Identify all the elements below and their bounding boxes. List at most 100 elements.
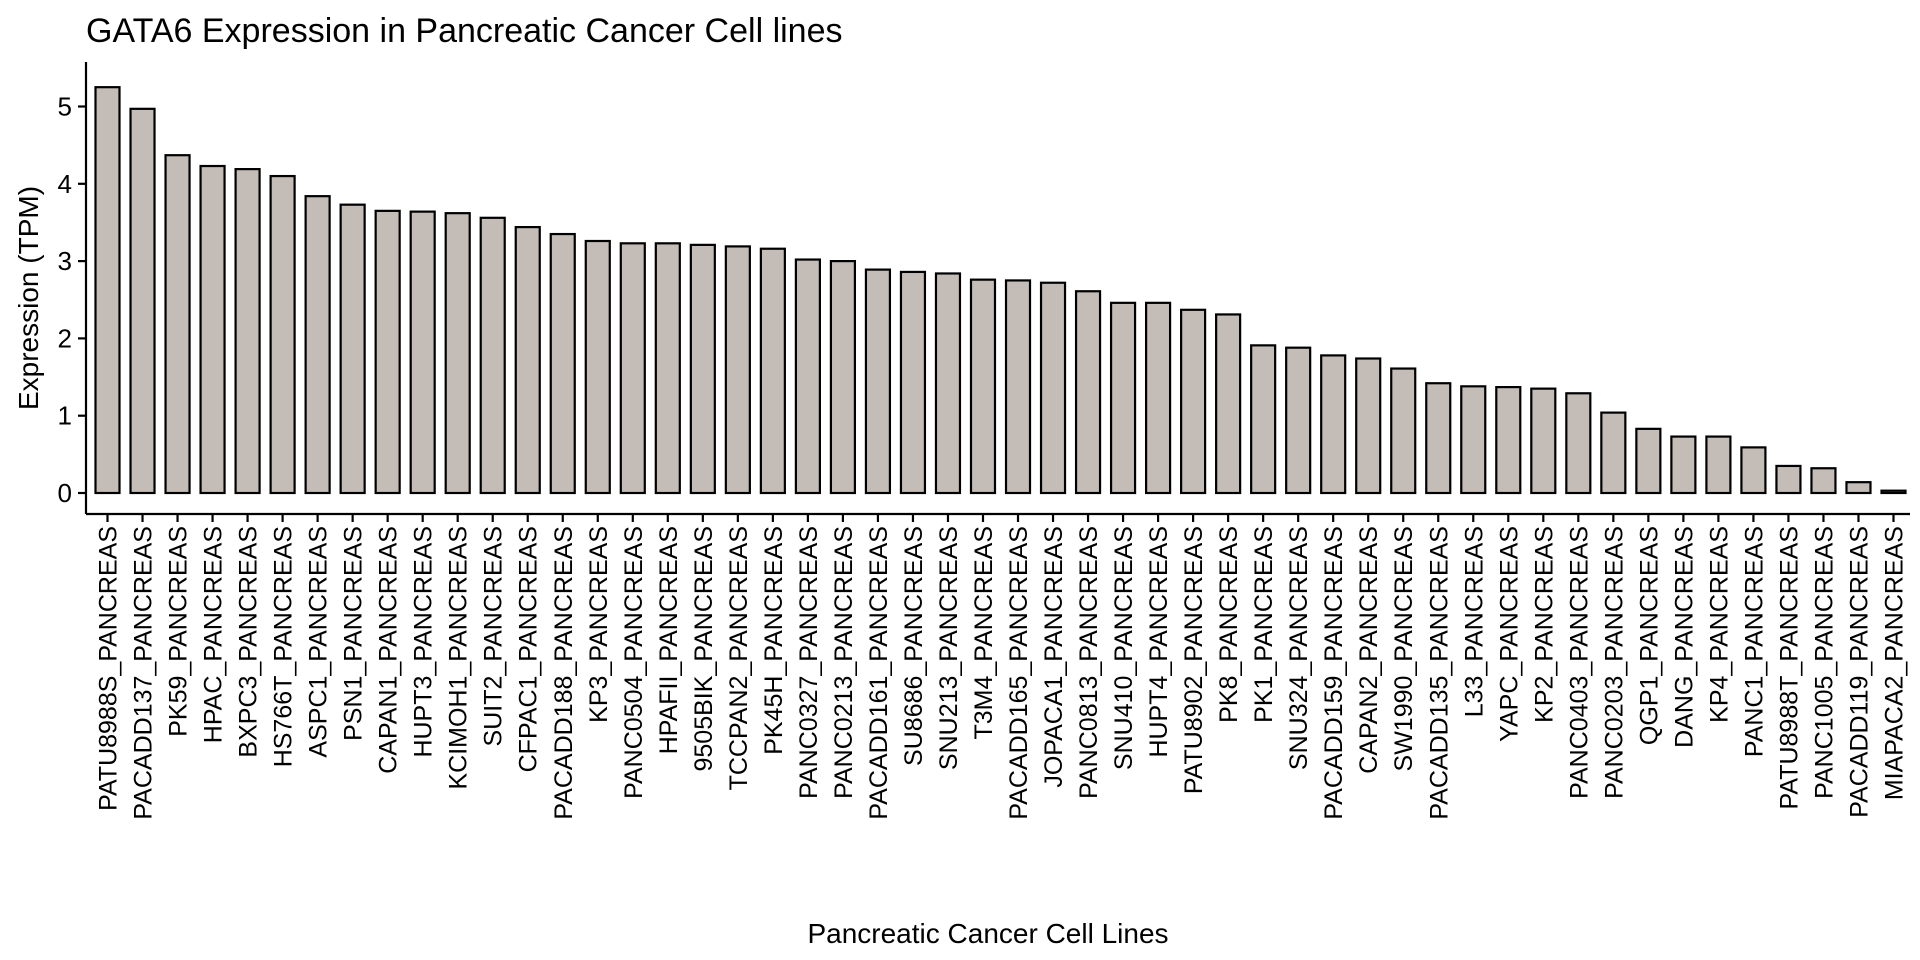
x-tick-label: 9505BIK_PANCREAS [690,526,718,772]
bar-QGP1_PANCREAS [1635,427,1662,495]
x-tick-label: QGP1_PANCREAS [1635,526,1663,745]
x-tick-label: TCCPAN2_PANCREAS [725,526,753,790]
x-tick-label: PK8_PANCREAS [1215,526,1243,723]
bar-PACADD159_PANCREAS [1320,354,1347,495]
x-axis-title: Pancreatic Cancer Cell Lines [807,918,1168,949]
bar-HPAFII_PANCREAS [654,242,681,495]
x-tick-label: CAPAN2_PANCREAS [1355,526,1383,774]
bar-CFPAC1_PANCREAS [514,225,541,495]
bar-PANC0504_PANCREAS [619,242,646,495]
x-tick-label: SNU213_PANCREAS [935,526,963,770]
x-tick-label: JOPACA1_PANCREAS [1040,526,1068,788]
x-tick-label: PK59_PANCREAS [165,526,193,737]
bar-SNU324_PANCREAS [1285,346,1312,495]
x-tick-label: BXPC3_PANCREAS [235,526,263,758]
x-tick-label: PACADD119_PANCREAS [1845,526,1873,818]
bars-group [94,86,1907,495]
x-tick-label: ASPC1_PANCREAS [305,526,333,758]
x-tick-label: KP2_PANCREAS [1530,526,1558,723]
bar-JOPACA1_PANCREAS [1039,281,1067,495]
bar-SW1990_PANCREAS [1390,367,1417,495]
bar-PANC0327_PANCREAS [794,258,821,495]
x-tick-label: PANC0327_PANCREAS [795,526,823,799]
bar-DANG_PANCREAS [1670,435,1697,495]
x-tick-label: CAPAN1_PANCREAS [375,526,403,774]
x-tick-label: PACADD161_PANCREAS [865,526,893,820]
bar-PSN1_PANCREAS [339,203,366,495]
bar-KP4_PANCREAS [1705,435,1732,495]
y-tick-label: 1 [58,401,72,431]
bar-PATU8988T_PANCREAS [1775,464,1802,495]
bar-PACADD135_PANCREAS [1425,382,1452,495]
bar-SUIT2_PANCREAS [479,216,506,495]
bar-CAPAN1_PANCREAS [374,209,401,495]
bar-T3M4_PANCREAS [969,278,997,495]
x-tick-label: HUPT3_PANCREAS [410,526,438,758]
bar-PK45H_PANCREAS [759,247,786,495]
bar-PK1_PANCREAS [1250,344,1277,495]
x-tick-label: PANC0403_PANCREAS [1565,526,1593,799]
bar-PANC0203_PANCREAS [1600,411,1627,495]
x-tick-label: L33_PANCREAS [1460,526,1488,717]
x-tick-label: PACADD188_PANCREAS [550,526,578,820]
bar-CAPAN2_PANCREAS [1355,357,1382,495]
bar-KCIMOH1_PANCREAS [444,212,471,495]
x-tick-label: PANC0203_PANCREAS [1600,526,1628,799]
y-tick-label: 4 [58,169,72,199]
x-tick-label: PANC1_PANCREAS [1740,526,1768,757]
chart-title: GATA6 Expression in Pancreatic Cancer Ce… [86,12,843,50]
y-axis-title: Expression (TPM) [13,186,44,410]
x-tick-label: PANC1005_PANCREAS [1810,526,1838,799]
bar-HPAC_PANCREAS [199,164,226,495]
x-tick-label: KCIMOH1_PANCREAS [445,526,473,790]
bar-PANC0213_PANCREAS [829,260,857,495]
x-tick-label: MIAPACA2_PANCREAS [1881,526,1909,800]
x-tick-label: YAPC_PANCREAS [1495,526,1523,742]
bar-SNU410_PANCREAS [1109,301,1137,495]
x-tick-label: HUPT4_PANCREAS [1145,526,1173,758]
x-tick-label: PACADD135_PANCREAS [1425,526,1453,820]
x-tick-label: PK1_PANCREAS [1250,526,1278,723]
y-tick-label: 0 [58,478,72,508]
x-tick-label: PANC0813_PANCREAS [1075,526,1103,799]
x-tick-label: KP4_PANCREAS [1705,526,1733,723]
bar-9505BIK_PANCREAS [689,243,716,495]
bar-PACADD137_PANCREAS [129,107,156,495]
x-axis: PATU8988S_PANCREAS PACADD137_PANCREAS PK59… [86,512,1910,820]
x-tick-label: KP3_PANCREAS [585,526,613,723]
bar-TCCPAN2_PANCREAS [724,245,751,495]
bar-KP2_PANCREAS [1530,387,1557,495]
bar-KP3_PANCREAS [584,239,611,495]
y-tick-label: 5 [58,92,72,122]
x-tick-label: DANG_PANCREAS [1670,526,1698,748]
bar-PANC0403_PANCREAS [1565,392,1592,495]
bar-L33_PANCREAS [1460,385,1487,495]
bar-MIAPACA2_PANCREAS [1880,489,1907,495]
x-tick-label: PACADD159_PANCREAS [1320,526,1348,820]
x-tick-label: PK45H_PANCREAS [760,526,788,755]
bar-HS766T_PANCREAS [269,174,296,495]
x-tick-label: PATU8988S_PANCREAS [95,526,123,811]
bar-SU8686_PANCREAS [899,270,927,495]
bar-PACADD165_PANCREAS [1004,279,1032,495]
x-tick-label: PACADD137_PANCREAS [130,526,158,820]
bar-PATU8988S_PANCREAS [94,86,121,495]
bar-PACADD188_PANCREAS [549,232,576,495]
bar-HUPT3_PANCREAS [409,210,436,495]
x-tick-label: PANC0213_PANCREAS [830,526,858,799]
bar-PACADD119_PANCREAS [1845,481,1872,495]
x-tick-label: SW1990_PANCREAS [1390,526,1418,771]
x-tick-label: SNU410_PANCREAS [1110,526,1138,770]
y-tick-label: 3 [58,246,72,276]
bar-BXPC3_PANCREAS [234,168,261,495]
bar-HUPT4_PANCREAS [1144,301,1172,495]
bar-PATU8902_PANCREAS [1180,308,1207,495]
bar-PACADD161_PANCREAS [864,268,892,495]
bar-PK59_PANCREAS [164,154,191,495]
x-tick-label: PANC0504_PANCREAS [620,526,648,799]
x-tick-label: SUIT2_PANCREAS [480,526,508,746]
bar-PANC1_PANCREAS [1740,446,1767,495]
bar-ASPC1_PANCREAS [304,195,331,495]
x-tick-label: HS766T_PANCREAS [270,526,298,767]
